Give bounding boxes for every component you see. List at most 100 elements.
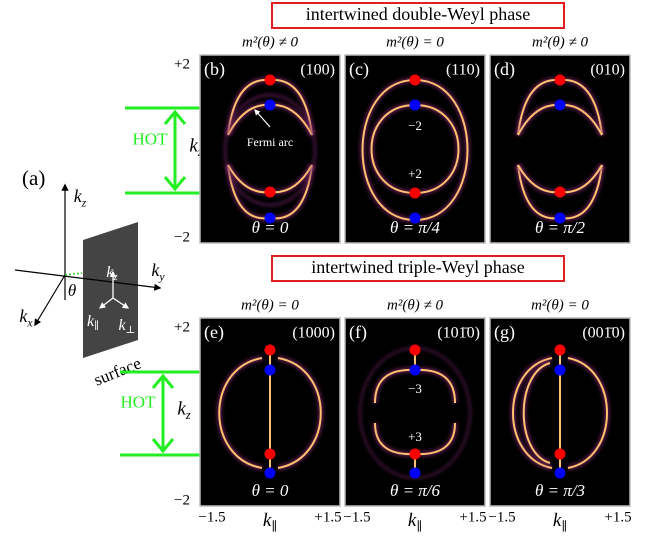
weyl-node — [554, 186, 566, 198]
surface-kperp-label-sub: ⊥ — [126, 325, 136, 336]
y-axis-label-symbol: k — [189, 136, 198, 157]
panel-label: (c) — [349, 59, 369, 80]
surface-panel: (d) (010) θ = π/2 — [489, 54, 631, 244]
annotation: +2 — [408, 166, 422, 181]
y-axis-label-symbol: k — [177, 399, 186, 420]
x-axis-label-sub: ∥ — [271, 520, 277, 534]
surface-kperp-arrow — [112, 297, 130, 309]
direction-label: (010) — [590, 62, 625, 79]
weyl-node — [264, 448, 276, 460]
weyl-node — [264, 364, 276, 376]
angle-label: θ = 0 — [252, 481, 289, 500]
x-axis-label-symbol: k — [263, 510, 272, 531]
annotation: Fermi arc — [247, 135, 293, 149]
surface-kpar-label: k∥ — [87, 313, 99, 333]
surface-kz-label: kz — [106, 264, 117, 284]
x-right-label: +1.5 — [314, 509, 341, 525]
weyl-node — [264, 186, 276, 198]
y-axis-label-sub: z — [185, 408, 191, 422]
surface-kpar-label-sub: ∥ — [94, 320, 99, 332]
angle-label: θ = 0 — [252, 218, 289, 237]
angle-label: θ = π/6 — [390, 481, 441, 500]
weyl-node — [264, 74, 276, 86]
faint-arc — [223, 93, 317, 207]
surface-arc — [218, 357, 263, 469]
hot-arrow — [151, 373, 175, 454]
ky-label-sub: y — [158, 270, 165, 283]
phase-title-box — [271, 2, 565, 29]
phase-title-box — [271, 255, 565, 282]
weyl-node — [409, 364, 421, 376]
annotation: +3 — [408, 429, 422, 444]
kz-label-sub: z — [81, 196, 87, 209]
panel-a — [14, 183, 162, 358]
surface-panel: (e) (1000) θ = 0 — [199, 317, 341, 507]
annotation-arrow — [254, 109, 271, 128]
x-axis-label: k∥ — [553, 510, 567, 533]
surface-panel: (g) (001̄0) θ = π/3 — [489, 317, 631, 507]
surface-panel: (c) (110) θ = π/4 −2 +2 — [344, 54, 486, 244]
surface-arc — [277, 357, 322, 469]
panel-label: (g) — [494, 322, 515, 343]
panel-label: (a) — [22, 166, 45, 190]
angle-label: θ = π/2 — [535, 218, 586, 237]
theta-line — [64, 272, 83, 276]
weyl-node — [554, 74, 566, 86]
ky-label-symbol: k — [151, 260, 160, 280]
weyl-node — [409, 74, 421, 86]
surface-kperp-label: k⊥ — [119, 317, 136, 337]
surface-arc — [522, 362, 551, 464]
surface-kz-label-symbol: k — [106, 264, 114, 281]
surface-panel: (f) (101̄0) θ = π/6 −3 +3 — [344, 317, 486, 507]
weyl-node — [554, 344, 566, 356]
panel-label: (d) — [494, 59, 515, 80]
weyl-node — [264, 99, 276, 111]
y-bottom-label: −2 — [174, 229, 190, 245]
x-axis-label: k∥ — [263, 510, 277, 533]
kx-label-symbol: k — [19, 306, 28, 326]
panel-label: (e) — [204, 322, 224, 343]
panel-background — [199, 54, 341, 244]
phase-title: intertwined triple-Weyl phase — [311, 257, 524, 277]
x-axis-label-symbol: k — [553, 510, 562, 531]
weyl-node — [264, 344, 276, 356]
direction-label: (110) — [446, 62, 480, 79]
weyl-node — [264, 212, 276, 224]
condition-label: m²(θ) = 0 — [386, 34, 444, 50]
kx-label: kx — [19, 306, 33, 329]
surface-arc — [512, 357, 553, 469]
phase-title: intertwined double-Weyl phase — [306, 4, 530, 24]
weyl-node — [554, 212, 566, 224]
surface-kpar-label-symbol: k — [87, 313, 95, 330]
weyl-node — [264, 467, 276, 479]
y-top-label: +2 — [174, 319, 190, 335]
y-bottom-label: −2 — [174, 492, 190, 508]
panel-label: (b) — [204, 59, 225, 80]
x-left-label: −1.5 — [343, 509, 370, 525]
hot-arrow — [163, 109, 187, 192]
panel-background — [344, 54, 486, 244]
panel-background — [489, 54, 631, 244]
x-axis-label-sub: ∥ — [416, 520, 422, 534]
weyl-node — [409, 187, 421, 199]
surface-panel: (b) (100) θ = 0 Fermi arc — [199, 54, 341, 244]
y-axis-label: kz — [177, 399, 190, 422]
weyl-node — [409, 99, 421, 111]
surface-arc — [567, 357, 608, 469]
weyl-node — [554, 448, 566, 460]
x-axis-label: k∥ — [408, 510, 422, 533]
y-top-label: +2 — [174, 56, 190, 72]
x-axis-label-symbol: k — [408, 510, 417, 531]
condition-label: m²(θ) ≠ 0 — [242, 34, 298, 50]
surface-kz-label-sub: z — [113, 272, 118, 283]
panel-label: (f) — [349, 322, 367, 343]
x-left-label: −1.5 — [198, 509, 225, 525]
angle-label: θ = π/4 — [390, 218, 441, 237]
kz-label: kz — [74, 186, 87, 209]
angle-label: θ = π/3 — [535, 481, 585, 500]
x-right-label: +1.5 — [459, 509, 486, 525]
weyl-node — [409, 467, 421, 479]
direction-label: (001̄0) — [582, 325, 625, 342]
hot-label: HOT — [133, 129, 169, 148]
